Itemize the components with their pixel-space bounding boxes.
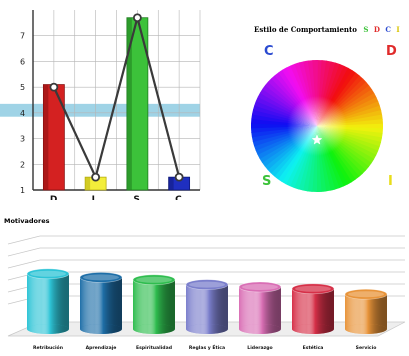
wheel-title-letter-d: D [374, 25, 380, 34]
disc-ytick-label: 5 [20, 83, 25, 92]
disc-bar-shade [126, 17, 132, 191]
motiv-cylinder-shade [186, 284, 228, 329]
motiv-cylinder-top-highlight [189, 281, 225, 288]
motiv-category-label: Reglas y Ética [189, 343, 225, 351]
motiv-cylinder-top [185, 279, 229, 290]
motiv-cylinder-top-highlight [295, 285, 331, 292]
behavior-style-wheel: Estilo de Comportamiento S D C I C D S I [240, 14, 409, 200]
motiv-cylinder-6 [291, 283, 335, 334]
motiv-cylinder-top [132, 274, 176, 286]
motiv-cylinder-top-highlight [242, 284, 278, 290]
motivators-svg: Motivadores Retribución Aprendizaje Espiri… [4, 217, 406, 351]
wheel-label-i: I [388, 174, 393, 189]
motiv-cylinder-shade [133, 279, 175, 329]
motiv-cylinder-top-highlight [348, 291, 384, 298]
disc-line-point [91, 172, 101, 182]
wheel-center-glow [287, 96, 347, 156]
motiv-cylinder-bottom-shade [292, 324, 334, 334]
motivators-title: Motivadores [4, 217, 50, 225]
disc-xtick-label: I [92, 195, 95, 200]
motiv-cylinder-bottom-shade [345, 324, 387, 334]
motiv-cylinder-top [291, 283, 335, 295]
wheel-title: Estilo de Comportamiento S D C I [254, 25, 400, 34]
motiv-category-label: Espiritualidad [136, 345, 172, 351]
motiv-cylinder-shade [292, 288, 334, 329]
motiv-cylinder-shade [27, 273, 69, 329]
motiv-cylinder-top [79, 272, 123, 283]
motiv-category-label: Liderazgo [247, 345, 272, 351]
disc-line [52, 13, 181, 181]
disc-xtick-label: C [175, 195, 182, 200]
motiv-cylinder-top [238, 281, 282, 293]
disc-xtick-label: D [50, 195, 57, 200]
disc-bar-shade [168, 177, 174, 190]
wheel-title-text: Estilo de Comportamiento [254, 25, 357, 34]
motiv-cylinder-4 [185, 279, 229, 334]
wheel-svg: Estilo de Comportamiento S D C I C D S I [251, 25, 400, 192]
disc-line-point [174, 172, 184, 182]
disc-xtick-label: S [133, 195, 139, 200]
disc-ytick-label: 7 [20, 32, 25, 41]
disc-chart-svg: 1 2 3 4 5 6 7 D I S C [0, 10, 201, 205]
motiv-cylinder-bottom-shade [133, 324, 175, 334]
position-star-icon [311, 134, 323, 145]
disc-ytick-label: 3 [20, 135, 25, 144]
wheel-label-s: S [262, 174, 271, 189]
motiv-grid-diag [7, 259, 41, 269]
motiv-cylinder-bottom-shade [239, 324, 281, 334]
wheel-label-c: C [264, 44, 274, 59]
motiv-grid-diag [7, 247, 41, 257]
wheel-title-letter-c: C [385, 25, 391, 34]
disc-ytick-label: 6 [20, 57, 25, 66]
motiv-cylinder-5 [238, 281, 282, 334]
motiv-category-label: Servicio [356, 345, 377, 351]
motiv-cylinder-bottom-shade [80, 324, 122, 334]
wheel-title-letter-s: S [363, 25, 368, 34]
motiv-cylinder-top [344, 288, 388, 300]
motiv-cylinder-3 [132, 274, 176, 334]
motiv-grid-diag [7, 235, 41, 245]
motiv-category-label: Retribución [33, 344, 63, 351]
motiv-cylinder-bottom-shade [186, 324, 228, 334]
motiv-cylinder-1 [26, 268, 70, 334]
motiv-cylinder-top [26, 268, 70, 280]
motiv-category-label: Estética [303, 344, 324, 351]
disc-bar-shade [85, 177, 91, 190]
motiv-cylinder-2 [79, 272, 123, 334]
motiv-cylinder-bottom-shade [27, 324, 69, 334]
disc-line-point [49, 82, 59, 92]
motiv-cylinder-shade [345, 294, 387, 329]
motiv-cylinder-7 [344, 288, 388, 334]
motivators-chart: Motivadores Retribución Aprendizaje Espiri… [0, 212, 409, 352]
motiv-cylinder-shade [80, 277, 122, 329]
motiv-cylinder-top-highlight [83, 274, 119, 281]
motiv-category-label: Aprendizaje [86, 345, 117, 351]
motiv-cylinder-shade [239, 287, 281, 329]
motiv-cylinder-top-highlight [30, 270, 66, 277]
wheel-label-d: D [386, 44, 397, 59]
color-wheel [251, 60, 383, 192]
disc-ytick-label: 1 [20, 186, 25, 195]
disc-ytick-label: 4 [20, 109, 25, 118]
disc-chart: 1 2 3 4 5 6 7 D I S C [0, 0, 205, 205]
disc-bar-shade [43, 84, 49, 190]
motiv-cylinder-top-highlight [136, 276, 172, 283]
disc-highlight-band [0, 103, 200, 117]
disc-ytick-label: 2 [20, 160, 25, 169]
disc-line-point [132, 13, 142, 23]
wheel-title-letter-i: I [396, 25, 399, 34]
